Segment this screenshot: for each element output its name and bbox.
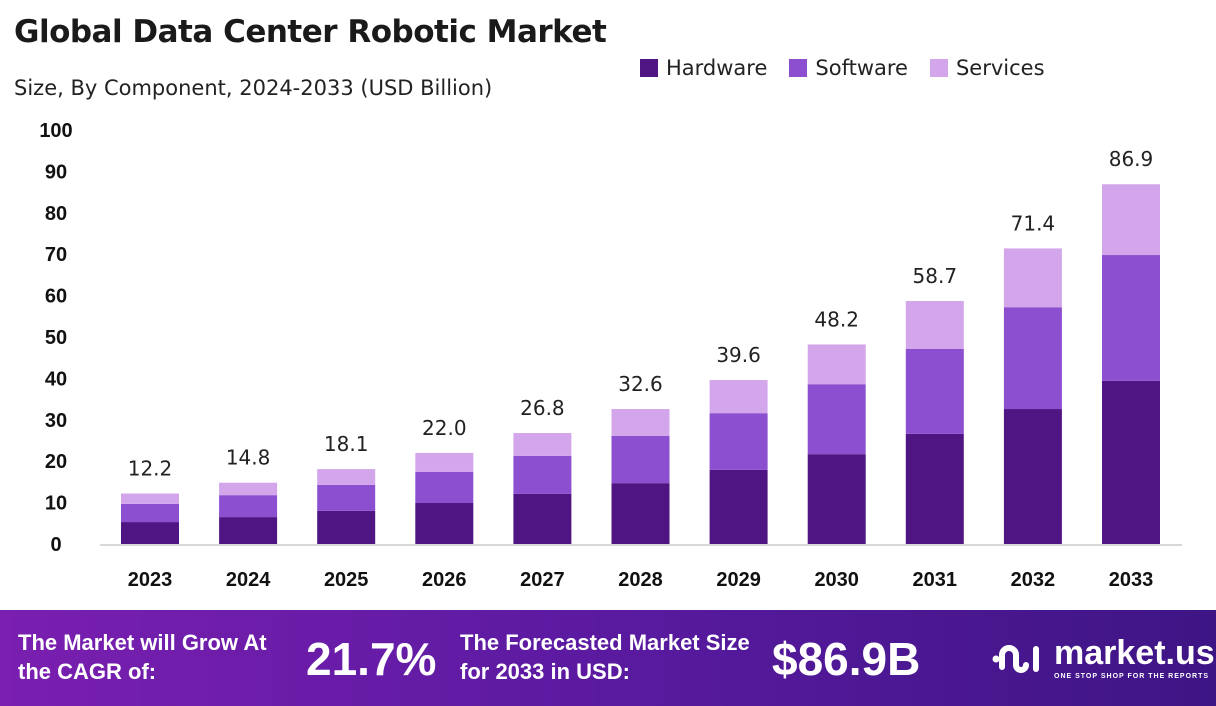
bar-segment-services-2033 <box>1102 184 1160 256</box>
total-label: 32.6 <box>618 372 663 396</box>
market-size-value: $86.9B <box>772 633 921 685</box>
legend-label: Software <box>815 56 908 80</box>
total-label: 71.4 <box>1011 211 1056 235</box>
total-label: 48.2 <box>814 307 859 331</box>
bar-segment-software-2033 <box>1102 255 1160 381</box>
x-tick-label: 2030 <box>814 569 859 591</box>
total-label: 14.8 <box>226 446 271 470</box>
legend-swatch <box>789 59 808 77</box>
bar-segment-software-2028 <box>611 435 670 484</box>
bar-segment-hardware-2025 <box>317 510 376 544</box>
y-tick-label: 0 <box>50 534 61 556</box>
bar-segment-services-2030 <box>807 344 866 385</box>
market-size-label: The Forecasted Market Size for 2033 in U… <box>460 630 750 684</box>
bar-segment-software-2030 <box>807 384 866 455</box>
legend-item-hardware: Hardware <box>640 56 767 80</box>
x-tick-label: 2026 <box>422 569 467 591</box>
y-tick-label: 10 <box>45 493 67 515</box>
total-label: 86.9 <box>1109 147 1154 171</box>
y-tick-label: 20 <box>45 451 67 473</box>
bar-segment-hardware-2026 <box>415 503 474 544</box>
bar-segment-services-2023 <box>121 493 179 504</box>
bar-segment-hardware-2032 <box>1003 409 1062 544</box>
market-us-logo: market.us ONE STOP SHOP FOR THE REPORTS <box>990 634 1215 680</box>
bar-segment-services-2027 <box>513 433 572 456</box>
bar-segment-software-2031 <box>905 349 964 434</box>
bar-segment-services-2025 <box>317 469 376 485</box>
x-tick-label: 2025 <box>324 569 369 591</box>
bar-segment-software-2026 <box>415 471 474 504</box>
bar-segment-hardware-2024 <box>219 517 278 544</box>
cagr-value: 21.7% <box>306 633 437 685</box>
x-tick-label: 2028 <box>618 569 663 591</box>
x-tick-label: 2027 <box>520 569 565 591</box>
x-tick-label: 2024 <box>226 569 271 591</box>
bar-segment-hardware-2023 <box>121 522 179 544</box>
logo-name: market.us <box>1054 634 1215 672</box>
legend-swatch <box>640 59 658 77</box>
y-tick-label: 100 <box>39 120 72 142</box>
legend: Hardware Software Services <box>640 56 1045 80</box>
x-tick-label: 2032 <box>1011 569 1056 591</box>
footer-banner: The Market will Grow At the CAGR of: 21.… <box>0 610 1216 706</box>
legend-label: Hardware <box>666 56 768 80</box>
total-label: 22.0 <box>422 416 467 440</box>
y-tick-label: 70 <box>45 244 67 266</box>
y-tick-label: 30 <box>45 410 67 432</box>
total-label: 12.2 <box>128 456 173 480</box>
bar-segment-hardware-2027 <box>513 493 572 544</box>
bar-chart: 010203040506070809010012.2202314.8202418… <box>39 120 1182 591</box>
legend-item-services: Services <box>929 56 1045 80</box>
total-label: 39.6 <box>716 343 761 367</box>
bar-segment-services-2024 <box>219 482 278 496</box>
bar-segment-services-2028 <box>611 409 670 436</box>
legend-item-software: Software <box>789 56 908 80</box>
bar-segment-software-2023 <box>121 503 179 523</box>
chart-title: Global Data Center Robotic Market <box>14 14 607 50</box>
chart-subtitle: Size, By Component, 2024-2033 (USD Billi… <box>14 76 493 100</box>
x-tick-label: 2033 <box>1109 569 1154 591</box>
bar-segment-hardware-2030 <box>807 454 866 544</box>
logo-icon <box>992 645 1039 673</box>
y-tick-label: 50 <box>45 327 67 349</box>
bar-segment-services-2031 <box>905 300 964 350</box>
bar-segment-services-2032 <box>1003 248 1062 308</box>
total-label: 26.8 <box>520 396 565 420</box>
y-tick-label: 80 <box>45 203 67 225</box>
bar-segment-software-2032 <box>1003 307 1062 410</box>
x-tick-label: 2023 <box>128 569 173 591</box>
bar-segment-services-2026 <box>415 452 474 472</box>
y-tick-label: 90 <box>45 161 67 183</box>
x-tick-label: 2031 <box>913 569 958 591</box>
y-tick-label: 40 <box>45 368 67 390</box>
bar-segment-hardware-2028 <box>611 483 670 544</box>
total-label: 18.1 <box>324 432 369 456</box>
bar-segment-hardware-2029 <box>709 469 768 544</box>
bar-segment-software-2024 <box>219 495 278 518</box>
total-label: 58.7 <box>913 264 958 288</box>
bar-segment-hardware-2031 <box>905 433 964 544</box>
legend-label: Services <box>955 56 1045 80</box>
y-tick-label: 60 <box>45 286 67 308</box>
bar-segment-services-2029 <box>709 380 768 414</box>
bar-segment-hardware-2033 <box>1102 380 1160 544</box>
bar-segment-software-2025 <box>317 484 376 511</box>
bar-segment-software-2027 <box>513 455 572 494</box>
legend-swatch <box>929 59 948 77</box>
logo-tagline: ONE STOP SHOP FOR THE REPORTS <box>1054 673 1210 680</box>
x-tick-label: 2029 <box>716 569 761 591</box>
cagr-label: The Market will Grow At the CAGR of: <box>18 630 267 684</box>
bar-segment-software-2029 <box>709 413 768 470</box>
